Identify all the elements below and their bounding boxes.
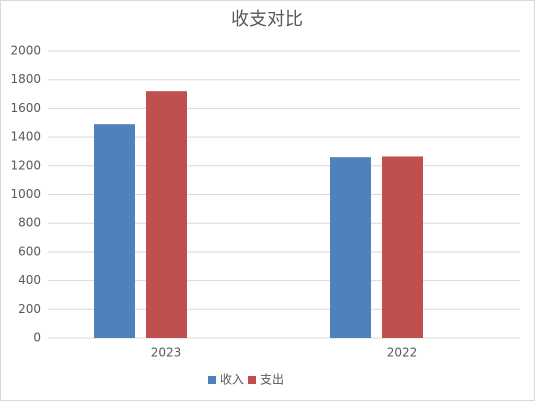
legend-label: 收入 xyxy=(220,373,244,387)
y-tick-label: 1600 xyxy=(10,101,41,115)
y-tick-label: 1000 xyxy=(10,187,41,201)
legend-swatch xyxy=(248,376,256,384)
y-tick-label: 800 xyxy=(18,216,41,230)
chart-title: 收支对比 xyxy=(231,9,303,30)
y-tick-label: 0 xyxy=(33,331,41,345)
y-tick-label: 1400 xyxy=(10,130,41,144)
legend-label: 支出 xyxy=(260,373,284,387)
bar xyxy=(94,124,135,338)
y-tick-label: 1200 xyxy=(10,158,41,172)
x-tick-label: 2022 xyxy=(387,346,418,360)
bar xyxy=(330,157,371,338)
y-tick-label: 400 xyxy=(18,273,41,287)
legend-swatch xyxy=(208,376,216,384)
x-tick-label: 2023 xyxy=(151,346,182,360)
y-tick-label: 200 xyxy=(18,302,41,316)
y-tick-label: 1800 xyxy=(10,72,41,86)
y-tick-label: 2000 xyxy=(10,44,41,58)
bar xyxy=(382,156,423,338)
bar xyxy=(146,91,187,339)
y-tick-label: 600 xyxy=(18,244,41,258)
